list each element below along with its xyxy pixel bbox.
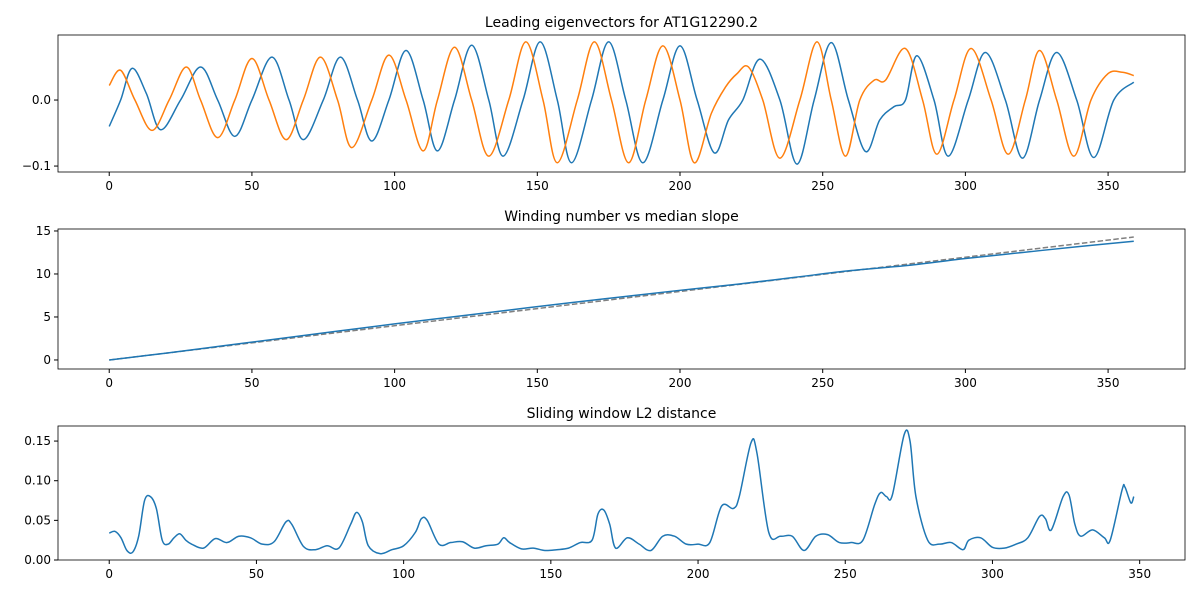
x-tick-label: 300: [954, 179, 977, 193]
axes-frame: [57, 228, 1186, 370]
axes-frame: [57, 34, 1186, 173]
x-tick-label: 350: [1128, 567, 1151, 581]
y-tick-label: 0: [43, 353, 51, 367]
y-tick-label: 0.10: [24, 474, 51, 488]
x-tick-label: 100: [383, 376, 406, 390]
x-tick-label: 100: [383, 179, 406, 193]
x-tick-label: 200: [669, 179, 692, 193]
x-tick-label: 150: [539, 567, 562, 581]
y-tick-label: 5: [43, 310, 51, 324]
x-tick-label: 50: [244, 376, 259, 390]
x-tick-label: 0: [105, 179, 113, 193]
series-line: [108, 429, 1135, 555]
axes-frame: [57, 425, 1186, 561]
x-tick-label: 250: [811, 179, 834, 193]
x-tick-label: 350: [1097, 179, 1120, 193]
chart-title: Sliding window L2 distance: [527, 406, 717, 422]
x-tick-label: 0: [105, 567, 113, 581]
y-tick-label: 10: [36, 267, 51, 281]
x-tick-label: 200: [669, 376, 692, 390]
x-tick-label: 50: [244, 179, 259, 193]
y-tick-label: 0.00: [24, 553, 51, 567]
x-tick-label: 300: [981, 567, 1004, 581]
series-line: [108, 41, 1135, 165]
x-tick-label: 250: [834, 567, 857, 581]
x-tick-label: 0: [105, 376, 113, 390]
x-tick-label: 50: [249, 567, 264, 581]
x-tick-label: 200: [687, 567, 710, 581]
chart-title: Leading eigenvectors for AT1G12290.2: [485, 15, 758, 31]
x-tick-label: 150: [526, 376, 549, 390]
series-line: [109, 236, 1134, 361]
y-tick-label: 0.05: [24, 513, 51, 527]
x-tick-label: 150: [526, 179, 549, 193]
x-tick-label: 300: [954, 376, 977, 390]
y-tick-label: 0.0: [32, 93, 51, 107]
x-tick-label: 100: [392, 567, 415, 581]
y-tick-label: 15: [36, 224, 51, 238]
series-line: [109, 240, 1134, 361]
series-line: [108, 41, 1135, 164]
x-tick-label: 350: [1097, 376, 1120, 390]
y-tick-label: −0.1: [22, 159, 51, 173]
x-tick-label: 250: [811, 376, 834, 390]
chart-title: Winding number vs median slope: [504, 209, 739, 225]
y-tick-label: 0.15: [24, 434, 51, 448]
